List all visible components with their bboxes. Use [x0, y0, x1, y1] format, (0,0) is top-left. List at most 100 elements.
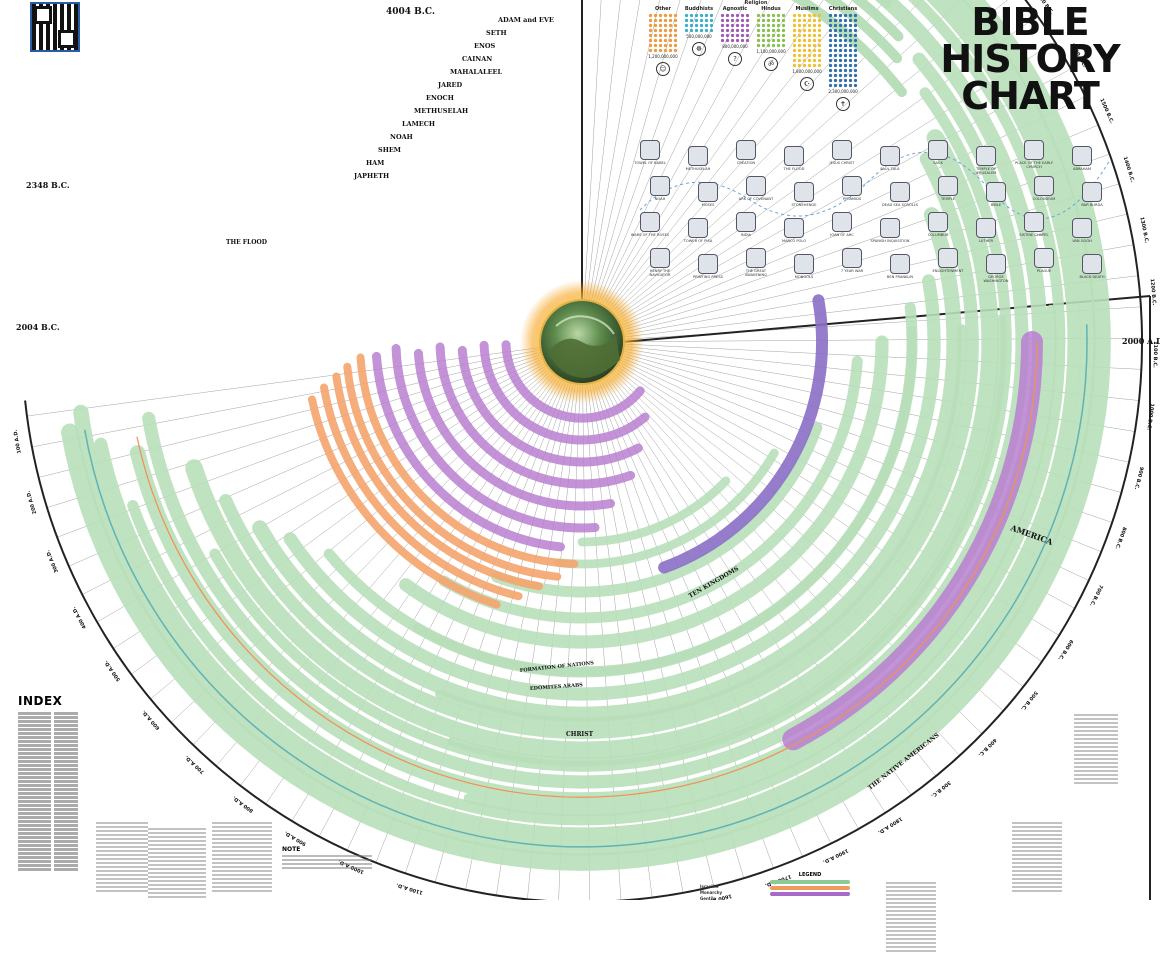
- event-item: ENLIGHTENMENT: [928, 248, 968, 273]
- religion-dot-bar: [792, 13, 822, 68]
- patriarch-label: MAHALALEEL: [450, 68, 503, 76]
- index-entry: [18, 796, 78, 799]
- patriarch-label: SHEM: [378, 146, 401, 154]
- timeline-chart: 3500 B.C.3000 B.C.2500 B.C.2200 B.C.2100…: [13, 0, 1160, 900]
- ship-icon: [928, 212, 948, 232]
- text-column-1: [96, 820, 148, 894]
- colosseum-icon: [1034, 176, 1054, 196]
- event-label: PRINTING PRESS: [693, 275, 723, 279]
- index-entry: [18, 864, 78, 867]
- event-label: BLACK DEATH: [1079, 275, 1105, 279]
- religion-name: Buddhists: [684, 6, 714, 12]
- event-item: JOAN OF ARC: [822, 212, 862, 237]
- arc-label: THE FLOOD: [226, 239, 267, 246]
- event-label: NOAH: [654, 197, 666, 201]
- event-item: JESUS CHRIST: [822, 140, 862, 165]
- purple-band: [457, 345, 643, 467]
- date-label: 300 B.C.: [930, 779, 952, 798]
- patriarch-label: CAINAN: [462, 55, 492, 63]
- chapel-icon: [1024, 212, 1044, 232]
- event-label: LUTHER: [978, 239, 994, 243]
- event-label: SACK: [933, 161, 943, 165]
- question-icon: ?: [728, 52, 742, 66]
- tower-icon: [640, 140, 660, 160]
- event-label: METHUSELAH: [685, 167, 711, 171]
- text-column-2: [148, 826, 206, 900]
- legend-swatch: [770, 880, 850, 884]
- event-label: CREATION: [736, 161, 756, 165]
- sample-label-3: Gentile: [700, 896, 717, 901]
- green-lineage-band: [73, 0, 1096, 856]
- person-icon: [698, 182, 718, 202]
- index-entry: [18, 784, 78, 787]
- patriarch-label: JARED: [437, 81, 462, 89]
- event-item: THE GREAT AWAKENING: [736, 248, 776, 277]
- sample-label-2: Monarchy: [700, 890, 723, 895]
- ray: [581, 68, 1071, 343]
- ray: [581, 0, 660, 343]
- qr-code-icon[interactable]: [30, 2, 80, 52]
- map-icon: [736, 212, 756, 232]
- index-title: INDEX: [18, 694, 63, 708]
- scroll-icon: [890, 182, 910, 202]
- tower-icon: [688, 218, 708, 238]
- event-label: TEMPLE OF JERUSALEM: [975, 167, 997, 175]
- religion-name: Muslims: [795, 6, 819, 12]
- event-label: ABRAHAM: [1073, 167, 1091, 171]
- event-label: SPANISH INQUISITION: [870, 239, 910, 243]
- religion-count: 1,800,000,000: [792, 69, 822, 74]
- outer-boundary: [24, 0, 1143, 900]
- event-item: STONEHENGE: [784, 182, 824, 207]
- index-entry: [18, 844, 78, 847]
- religion-dot-bar: [828, 13, 858, 88]
- person-icon: [1072, 218, 1092, 238]
- major-date-label: 4004 B.C.: [386, 7, 435, 17]
- religion-name: Christians: [828, 6, 858, 12]
- purple-band: [501, 340, 645, 423]
- orange-band: [332, 372, 543, 591]
- patriarch-label: ENOS: [474, 42, 496, 50]
- date-label: 400 B.C.: [977, 737, 998, 758]
- people-icon: [746, 248, 766, 268]
- index-entry: [18, 840, 78, 843]
- patriarch-label: LAMECH: [402, 120, 435, 128]
- om-icon: ॐ: [764, 57, 778, 71]
- purple-dark-band: [658, 294, 829, 574]
- event-item: CREATION: [726, 140, 766, 165]
- event-label: BEN FRANKLIN: [886, 275, 914, 279]
- religion-header: Religion: [744, 0, 768, 6]
- temple-icon: [976, 146, 996, 166]
- date-label: 500 A.D.: [103, 659, 122, 682]
- person-icon: [832, 212, 852, 232]
- index-entry: [18, 824, 78, 827]
- green-lineage-band: [577, 476, 731, 547]
- patriarch-label: NOAH: [390, 133, 413, 141]
- religion-name: Agnostic: [722, 6, 748, 12]
- ray: [581, 0, 702, 343]
- date-label: 1600 A.D.: [704, 892, 732, 900]
- event-item: INDIA: [726, 212, 766, 237]
- religion-name: Other: [654, 6, 672, 12]
- religion-count: 800,000,000: [722, 44, 748, 49]
- sample-label-1: Israelite: [700, 884, 719, 889]
- event-label: INDIA: [740, 233, 752, 237]
- event-label: HENRY THE NAVIGATOR: [649, 269, 671, 277]
- text-column-3: [212, 820, 272, 894]
- religion-dot-bar: [648, 13, 678, 53]
- event-label: WARS OF THE ROSES: [630, 233, 670, 237]
- map-icon: [794, 254, 814, 274]
- date-label: 400 A.D.: [71, 606, 88, 630]
- date-label: 1900 A.D.: [822, 847, 849, 865]
- index-entry: [18, 812, 78, 815]
- index-entry: [18, 720, 78, 723]
- green-lineage-band: [283, 274, 941, 701]
- ray: [26, 341, 583, 417]
- pyramid-icon: [842, 176, 862, 196]
- ark-icon: [784, 146, 804, 166]
- event-label: THE GREAT AWAKENING: [745, 269, 767, 277]
- date-label: 1300 B.C.: [1138, 216, 1149, 244]
- event-item: THE FLOOD: [774, 146, 814, 171]
- title-line-3: CHART: [961, 74, 1100, 118]
- event-item: PLACE OF THE EARLY CHURCH: [1014, 140, 1054, 169]
- date-label: 1400 B.C.: [1122, 156, 1136, 184]
